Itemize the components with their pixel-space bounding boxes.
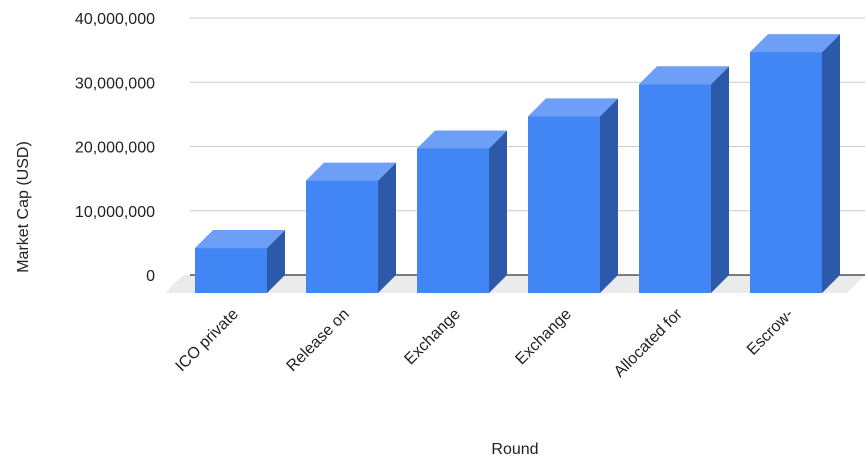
bar-side — [822, 34, 840, 293]
bar-top — [528, 98, 618, 117]
x-axis-title: Round — [491, 441, 538, 457]
bar-front — [639, 84, 711, 293]
bar-top — [639, 66, 729, 85]
x-tick-label: Escrow- — [744, 306, 797, 359]
bar-front — [750, 52, 822, 293]
x-tick-label: Exchange — [512, 306, 574, 368]
y-tick-label: 40,000,000 — [75, 11, 155, 28]
bar — [750, 34, 840, 293]
bar-top — [750, 34, 840, 53]
x-tick-label: Release on — [284, 306, 353, 375]
y-tick-label: 20,000,000 — [75, 140, 155, 157]
bar-side — [600, 98, 618, 293]
x-tick-label: Exchange — [401, 306, 463, 368]
bar-front — [195, 248, 267, 293]
y-tick-label: 30,000,000 — [75, 75, 155, 92]
bar-side — [711, 66, 729, 293]
bar-top — [195, 230, 285, 249]
bar-front — [528, 116, 600, 293]
bar-top — [417, 130, 507, 149]
y-tick-label: 10,000,000 — [75, 204, 155, 221]
bar — [639, 66, 729, 293]
bar — [195, 230, 285, 293]
bar-side — [267, 230, 285, 293]
bar-side — [378, 162, 396, 293]
bar-side — [489, 130, 507, 293]
bar-front — [306, 180, 378, 293]
bar — [417, 130, 507, 293]
x-tick-label: Allocated for — [611, 305, 686, 380]
x-tick-label: ICO private — [173, 306, 242, 375]
y-axis-title: Market Cap (USD) — [15, 141, 32, 273]
bar-front — [417, 148, 489, 293]
bar — [528, 98, 618, 293]
bar-top — [306, 162, 396, 181]
y-tick-label: 0 — [146, 268, 155, 285]
bar — [306, 162, 396, 293]
